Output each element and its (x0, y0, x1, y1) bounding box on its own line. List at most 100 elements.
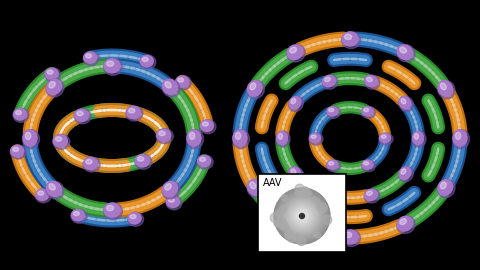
Ellipse shape (399, 97, 411, 109)
Circle shape (300, 215, 303, 217)
Circle shape (297, 211, 307, 221)
Ellipse shape (200, 157, 205, 161)
Circle shape (294, 208, 311, 224)
Ellipse shape (232, 130, 250, 148)
Circle shape (291, 235, 296, 241)
Circle shape (315, 232, 321, 238)
Circle shape (295, 190, 300, 195)
Circle shape (279, 193, 325, 239)
Circle shape (295, 184, 304, 193)
Ellipse shape (287, 45, 305, 62)
Bar (0, 262, 480, 270)
Circle shape (296, 210, 308, 222)
Ellipse shape (322, 189, 338, 203)
Ellipse shape (397, 216, 415, 234)
Ellipse shape (453, 130, 469, 148)
Ellipse shape (72, 210, 84, 221)
Ellipse shape (156, 129, 173, 144)
Circle shape (301, 215, 303, 217)
Text: Ico$_{\mathsf{T=4}}$-4: Ico$_{\mathsf{T=4}}$-4 (262, 12, 319, 27)
Ellipse shape (438, 81, 453, 96)
Ellipse shape (412, 131, 423, 144)
Circle shape (270, 213, 280, 222)
Ellipse shape (165, 184, 171, 190)
Ellipse shape (187, 130, 201, 146)
Ellipse shape (190, 132, 195, 140)
Ellipse shape (324, 191, 330, 195)
Ellipse shape (311, 135, 316, 138)
Ellipse shape (380, 133, 391, 143)
Circle shape (291, 205, 313, 227)
Ellipse shape (441, 83, 446, 90)
Circle shape (280, 194, 324, 238)
Ellipse shape (167, 196, 180, 207)
Ellipse shape (11, 146, 24, 157)
Ellipse shape (126, 106, 140, 119)
Ellipse shape (175, 76, 191, 90)
Ellipse shape (198, 156, 211, 167)
Ellipse shape (367, 77, 372, 82)
Circle shape (289, 203, 314, 229)
Ellipse shape (36, 189, 51, 203)
Ellipse shape (441, 182, 446, 189)
Circle shape (315, 198, 319, 203)
Ellipse shape (397, 217, 413, 231)
Ellipse shape (329, 108, 334, 112)
Circle shape (299, 213, 305, 219)
Bar (258, 174, 346, 252)
Ellipse shape (36, 189, 49, 200)
Ellipse shape (362, 160, 373, 169)
Ellipse shape (326, 160, 340, 172)
Ellipse shape (365, 189, 377, 201)
Ellipse shape (329, 162, 334, 165)
Ellipse shape (178, 78, 184, 82)
Ellipse shape (322, 75, 338, 89)
Ellipse shape (341, 32, 360, 49)
Ellipse shape (397, 45, 415, 62)
Circle shape (301, 188, 311, 198)
Circle shape (307, 191, 312, 195)
Ellipse shape (309, 133, 323, 145)
Ellipse shape (53, 135, 67, 147)
Ellipse shape (197, 155, 213, 169)
Ellipse shape (47, 79, 61, 94)
Ellipse shape (456, 132, 461, 140)
Circle shape (277, 191, 326, 241)
Ellipse shape (46, 79, 64, 97)
Circle shape (277, 218, 287, 228)
Ellipse shape (341, 230, 360, 247)
Ellipse shape (15, 110, 22, 115)
Ellipse shape (74, 109, 89, 121)
Ellipse shape (399, 167, 413, 182)
Circle shape (299, 212, 305, 220)
Ellipse shape (233, 130, 247, 146)
Circle shape (282, 196, 322, 236)
Ellipse shape (165, 82, 171, 88)
Ellipse shape (104, 58, 122, 75)
Ellipse shape (162, 79, 180, 97)
Circle shape (282, 196, 322, 236)
Ellipse shape (168, 198, 174, 202)
Ellipse shape (438, 180, 453, 195)
Ellipse shape (135, 154, 152, 169)
Circle shape (280, 205, 287, 212)
Ellipse shape (288, 96, 303, 112)
Circle shape (298, 190, 303, 195)
Ellipse shape (365, 76, 377, 87)
Ellipse shape (77, 111, 83, 116)
Circle shape (298, 237, 306, 246)
Ellipse shape (84, 157, 97, 170)
Ellipse shape (45, 68, 58, 79)
Ellipse shape (157, 129, 171, 141)
Ellipse shape (289, 97, 301, 109)
Ellipse shape (162, 181, 180, 199)
Ellipse shape (107, 61, 114, 66)
Ellipse shape (162, 181, 178, 197)
Ellipse shape (250, 83, 256, 90)
Ellipse shape (290, 47, 297, 53)
Ellipse shape (74, 109, 91, 124)
Text: 10nm: 10nm (37, 234, 67, 244)
Ellipse shape (367, 191, 372, 195)
Circle shape (276, 190, 328, 242)
Circle shape (300, 214, 304, 218)
